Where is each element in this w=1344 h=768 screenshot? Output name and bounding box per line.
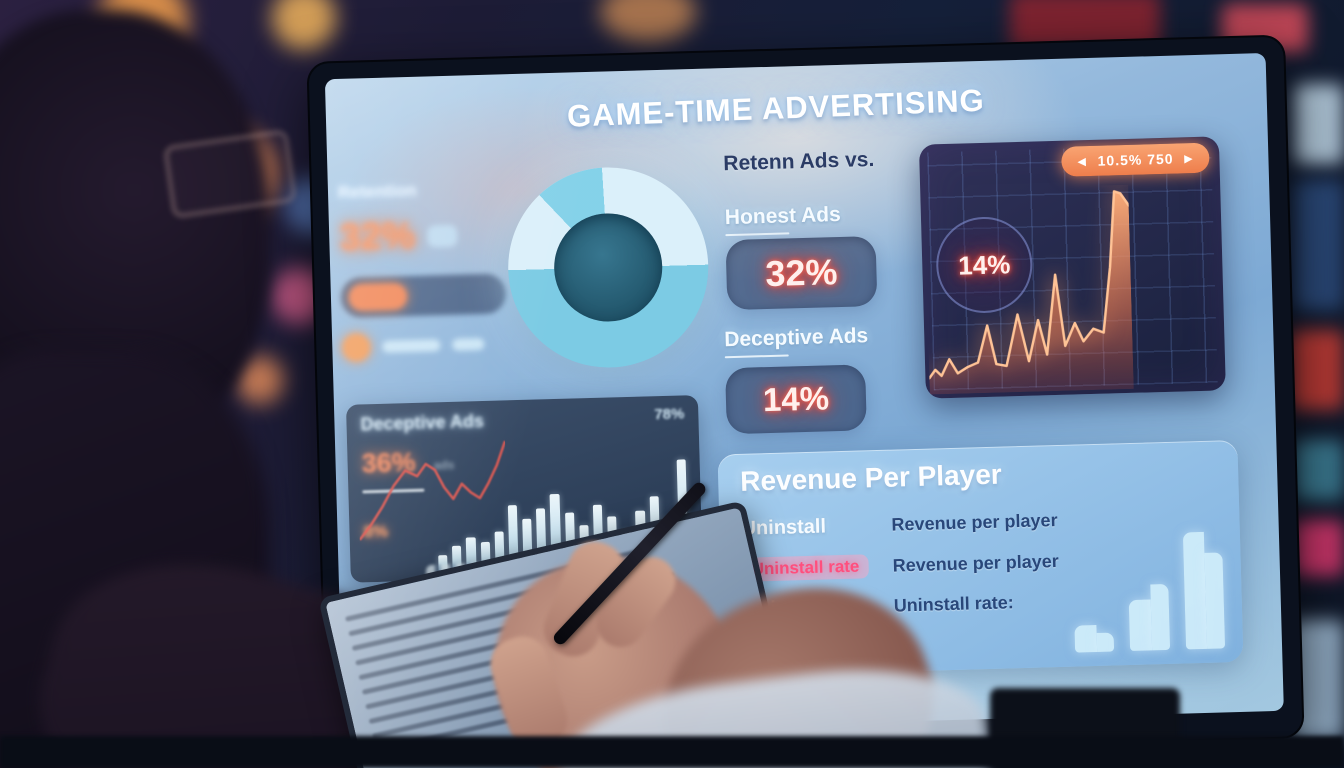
bokeh-light bbox=[600, 0, 696, 42]
side-screen-block bbox=[1294, 180, 1344, 310]
monitor: GAME-TIME ADVERTISING Retention 32% bbox=[308, 36, 1303, 764]
trend-chart-panel: 14% ◄ 10.5% 750 ► bbox=[918, 136, 1226, 399]
dashboard-screen: GAME-TIME ADVERTISING Retention 32% bbox=[324, 53, 1284, 738]
side-screen-block bbox=[1294, 84, 1344, 164]
area-stroke bbox=[924, 191, 1133, 378]
desk-edge bbox=[0, 736, 1344, 768]
side-screen-block bbox=[1294, 520, 1344, 576]
side-screen-block bbox=[1294, 440, 1344, 500]
side-screen-block bbox=[1290, 330, 1344, 410]
area-chart bbox=[924, 185, 1134, 395]
bokeh-light bbox=[272, 0, 336, 50]
area-fill bbox=[929, 191, 1134, 395]
deceptive-ads-bar-panel: Deceptive Ads 36% ads 8% 78% bbox=[345, 395, 703, 583]
overlay-line bbox=[357, 441, 508, 540]
line-overlay-chart bbox=[357, 420, 509, 572]
